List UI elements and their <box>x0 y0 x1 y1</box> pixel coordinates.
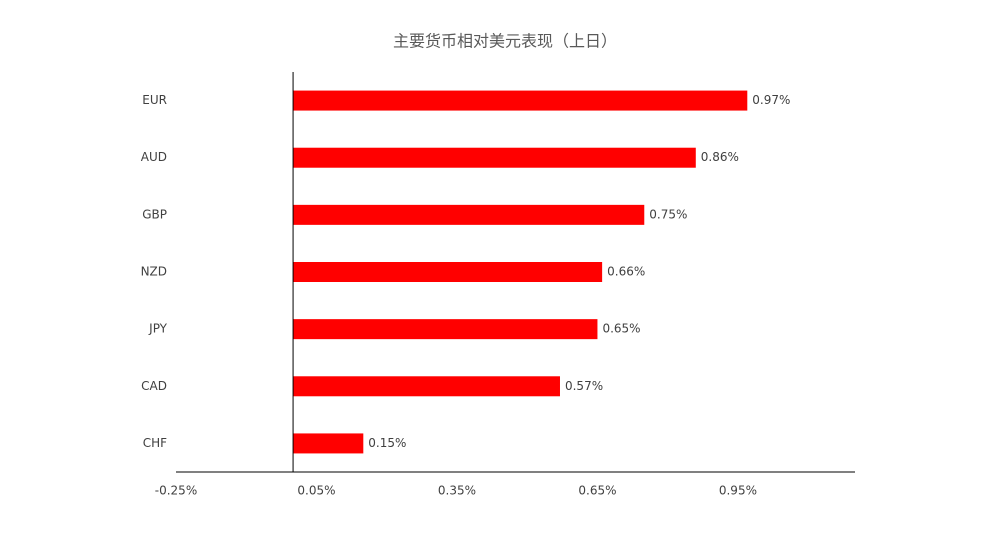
bar <box>293 433 364 454</box>
chart-title: 主要货币相对美元表现（上日） <box>393 32 617 51</box>
value-label: 0.75% <box>649 207 687 221</box>
y-tick-label: EUR <box>142 93 167 107</box>
value-label: 0.86% <box>701 150 739 164</box>
x-tick-label: 0.35% <box>438 484 476 498</box>
y-tick-label: AUD <box>141 150 167 164</box>
y-tick-label: JPY <box>148 322 168 336</box>
y-tick-label: CHF <box>143 436 167 450</box>
y-tick-label: GBP <box>142 207 167 221</box>
bar <box>293 147 696 168</box>
value-label: 0.15% <box>368 436 406 450</box>
y-tick-label: NZD <box>141 265 167 279</box>
x-tick-label: -0.25% <box>155 484 197 498</box>
value-label: 0.65% <box>602 322 640 336</box>
value-label: 0.57% <box>565 379 603 393</box>
bar <box>293 90 748 111</box>
x-tick-label: 0.65% <box>578 484 616 498</box>
bar <box>293 262 603 282</box>
bar <box>293 204 645 225</box>
x-tick-label: 0.05% <box>297 484 335 498</box>
bar <box>293 319 598 340</box>
value-label: 0.66% <box>607 265 645 279</box>
bar <box>293 376 560 397</box>
value-label: 0.97% <box>752 93 790 107</box>
x-tick-label: 0.95% <box>719 484 757 498</box>
y-tick-label: CAD <box>141 379 167 393</box>
